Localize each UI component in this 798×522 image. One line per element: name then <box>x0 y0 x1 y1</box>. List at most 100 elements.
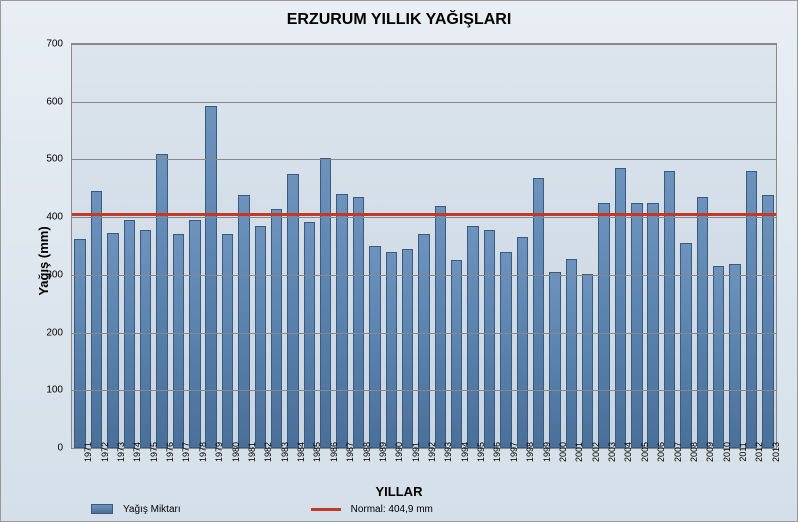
bar <box>435 206 446 448</box>
bar <box>74 239 85 448</box>
bar <box>484 230 495 448</box>
gridline <box>72 217 776 218</box>
xtick-label: 1978 <box>198 442 208 462</box>
bar <box>91 191 102 448</box>
bar <box>336 194 347 448</box>
bar <box>320 158 331 448</box>
xtick-label: 2005 <box>640 442 650 462</box>
bar <box>566 259 577 448</box>
xtick-label: 1986 <box>329 442 339 462</box>
bar <box>598 203 609 448</box>
ytick-label: 300 <box>23 269 63 280</box>
xtick-label: 1977 <box>181 442 191 462</box>
xtick-label: 1991 <box>411 442 421 462</box>
xtick-label: 2010 <box>722 442 732 462</box>
xtick-label: 1983 <box>280 442 290 462</box>
bar <box>255 226 266 448</box>
xtick-label: 1974 <box>132 442 142 462</box>
bar <box>582 274 593 448</box>
gridline <box>72 159 776 160</box>
bar <box>647 203 658 448</box>
bar <box>467 226 478 448</box>
bar <box>304 222 315 448</box>
ytick-label: 400 <box>23 212 63 223</box>
bar <box>451 260 462 448</box>
xtick-label: 2003 <box>607 442 617 462</box>
xtick-label: 1987 <box>345 442 355 462</box>
bars-group <box>72 44 776 448</box>
xtick-label: 1998 <box>525 442 535 462</box>
xtick-label: 2000 <box>558 442 568 462</box>
bar <box>762 195 773 448</box>
gridline <box>72 275 776 276</box>
xtick-label: 2001 <box>574 442 584 462</box>
bar <box>271 209 282 449</box>
xtick-label: 1989 <box>378 442 388 462</box>
xtick-label: 2012 <box>754 442 764 462</box>
bar <box>418 234 429 448</box>
ytick-label: 500 <box>23 154 63 165</box>
bar <box>402 249 413 448</box>
bar <box>680 243 691 448</box>
bar <box>729 264 740 448</box>
bar <box>124 220 135 448</box>
xtick-label: 1982 <box>263 442 273 462</box>
bar <box>189 220 200 448</box>
xtick-label: 1992 <box>427 442 437 462</box>
xtick-label: 1999 <box>542 442 552 462</box>
xtick-label: 1996 <box>492 442 502 462</box>
xtick-label: 1976 <box>165 442 175 462</box>
ytick-label: 600 <box>23 96 63 107</box>
xtick-label: 1980 <box>231 442 241 462</box>
gridline <box>72 390 776 391</box>
bar <box>549 272 560 448</box>
gridline <box>72 44 776 45</box>
xtick-label: 1990 <box>394 442 404 462</box>
xtick-label: 2008 <box>689 442 699 462</box>
xtick-label: 2004 <box>623 442 633 462</box>
bar <box>156 154 167 448</box>
x-axis-label: YILLAR <box>1 484 797 499</box>
xtick-label: 2007 <box>673 442 683 462</box>
bar <box>631 203 642 448</box>
xtick-label: 1972 <box>100 442 110 462</box>
ytick-label: 700 <box>23 39 63 50</box>
chart-container: ERZURUM YILLIK YAĞIŞLARI Yağış (mm) YILL… <box>0 0 798 522</box>
xtick-label: 1973 <box>116 442 126 462</box>
xtick-label: 2009 <box>705 442 715 462</box>
xtick-label: 1995 <box>476 442 486 462</box>
xtick-label: 1993 <box>443 442 453 462</box>
bar <box>615 168 626 448</box>
xtick-label: 1997 <box>509 442 519 462</box>
gridline <box>72 333 776 334</box>
y-axis-label: Yağış (mm) <box>36 226 51 295</box>
xtick-label: 1979 <box>214 442 224 462</box>
bar <box>173 234 184 448</box>
bar <box>386 252 397 448</box>
chart-title: ERZURUM YILLIK YAĞIŞLARI <box>1 1 797 29</box>
xtick-label: 1981 <box>247 442 257 462</box>
xtick-label: 2002 <box>591 442 601 462</box>
bar <box>369 246 380 448</box>
ytick-label: 0 <box>23 443 63 454</box>
xtick-label: 1984 <box>296 442 306 462</box>
bar <box>205 106 216 448</box>
gridline <box>72 102 776 103</box>
bar <box>697 197 708 448</box>
ytick-label: 100 <box>23 385 63 396</box>
normal-line <box>72 213 776 216</box>
bar <box>140 230 151 448</box>
bar <box>713 266 724 448</box>
bar <box>107 233 118 448</box>
xtick-label: 1988 <box>362 442 372 462</box>
bar <box>533 178 544 448</box>
legend: Yağış Miktarı Normal: 404,9 mm <box>91 501 777 517</box>
bar <box>500 252 511 448</box>
xtick-label: 2013 <box>771 442 781 462</box>
xtick-label: 1975 <box>149 442 159 462</box>
bar <box>517 237 528 448</box>
bar <box>238 195 249 448</box>
plot-area <box>71 43 777 449</box>
xtick-label: 1994 <box>460 442 470 462</box>
bar <box>353 197 364 448</box>
